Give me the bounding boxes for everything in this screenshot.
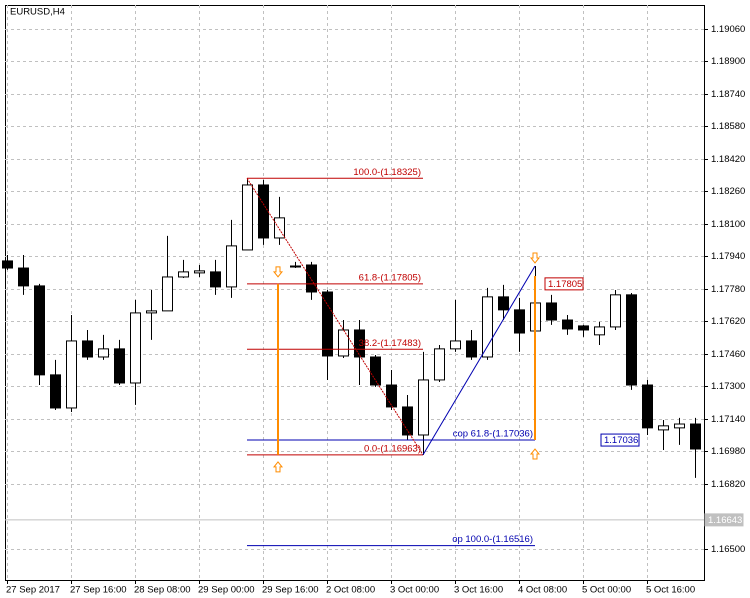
chart-title: EURUSD,H4 <box>10 7 65 18</box>
candle-body <box>450 340 461 350</box>
candle-body <box>402 406 413 436</box>
price-tag: 1.16643 <box>708 515 742 526</box>
y-tick-label: 1.17780 <box>711 284 745 295</box>
y-tick-label: 1.17620 <box>711 316 745 327</box>
projection-trend <box>422 265 536 456</box>
arrow-down <box>272 266 284 278</box>
y-tick-label: 1.17140 <box>711 414 745 425</box>
x-tick-label: 29 Sep 00:00 <box>198 585 255 596</box>
candle-body <box>418 379 429 436</box>
x-tick-label: 29 Sep 16:00 <box>262 585 319 596</box>
candle-body <box>18 267 29 287</box>
candle-body <box>514 309 525 334</box>
candle-body <box>114 348 125 384</box>
candle-body <box>178 271 189 278</box>
candle-body <box>546 302 557 321</box>
price-tag-box <box>544 277 584 291</box>
candle-body <box>562 319 573 330</box>
y-tick-label: 1.16820 <box>711 479 745 490</box>
y-tick-label: 1.17300 <box>711 381 745 392</box>
y-tick-label: 1.18580 <box>711 121 745 132</box>
candle-body <box>82 340 93 358</box>
y-tick-label: 1.19060 <box>711 24 745 35</box>
candle-body <box>162 276 173 312</box>
candle-body <box>306 264 317 293</box>
x-tick-label: 27 Sep 16:00 <box>70 585 127 596</box>
candle-body <box>354 329 365 358</box>
candle-body <box>626 294 637 386</box>
candle-body <box>98 348 109 358</box>
x-tick-label: 5 Oct 16:00 <box>646 585 695 596</box>
price-tag-box <box>600 433 640 447</box>
y-tick-label: 1.18900 <box>711 56 745 67</box>
y-tick-label: 1.16980 <box>711 446 745 457</box>
x-tick-label: 28 Sep 08:00 <box>134 585 191 596</box>
candle-body <box>274 217 285 239</box>
price-tag: 1.17036 <box>604 435 638 446</box>
candle-body <box>338 329 349 357</box>
x-tick-label: 27 Sep 2017 <box>6 585 60 596</box>
price-tag-box <box>704 513 744 527</box>
candle-body <box>258 184 269 239</box>
price-tag: 1.17805 <box>548 279 582 290</box>
arrow-up <box>272 461 284 473</box>
level-label: 100.0-(1.18325) <box>353 167 421 178</box>
candle-body <box>66 340 77 409</box>
candle-body <box>610 294 621 328</box>
candle-body <box>594 326 605 336</box>
fib-trend <box>246 177 424 456</box>
arrow-down <box>529 252 541 264</box>
candle-body <box>578 325 589 331</box>
x-tick-label: 3 Oct 16:00 <box>454 585 503 596</box>
candle-body <box>482 296 493 358</box>
y-tick-label: 1.18100 <box>711 219 745 230</box>
candle-body <box>194 270 205 274</box>
candle-body <box>210 271 221 288</box>
x-tick-label: 4 Oct 08:00 <box>518 585 567 596</box>
y-tick-label: 1.17940 <box>711 251 745 262</box>
level-label: 38.2-(1.17483) <box>359 338 421 349</box>
candle-body <box>498 296 509 311</box>
candle-body <box>50 374 61 409</box>
y-tick-label: 1.17460 <box>711 349 745 360</box>
x-tick-label: 5 Oct 00:00 <box>582 585 631 596</box>
candle-body <box>130 312 141 384</box>
y-tick-label: 1.18260 <box>711 186 745 197</box>
candle-body <box>370 356 381 386</box>
x-tick-label: 2 Oct 08:00 <box>326 585 375 596</box>
plot-frame <box>5 5 705 581</box>
candle-body <box>34 285 45 376</box>
candle-body <box>434 348 445 381</box>
y-tick-label: 1.18740 <box>711 89 745 100</box>
candle-body <box>242 184 253 251</box>
level-label: op 100.0-(1.16516) <box>452 534 533 545</box>
level-label: 61.8-(1.17805) <box>359 272 421 283</box>
candle-body <box>146 310 157 314</box>
level-label: 0.0-(1.16963) <box>364 443 421 454</box>
candle-body <box>466 340 477 358</box>
candle-body <box>290 265 301 268</box>
candle-body <box>658 425 669 431</box>
candle-body <box>386 384 397 408</box>
x-tick-label: 3 Oct 00:00 <box>390 585 439 596</box>
candle-body <box>674 423 685 429</box>
candle-body <box>642 384 653 429</box>
y-tick-label: 1.18420 <box>711 154 745 165</box>
candle-body <box>226 245 237 288</box>
candle-body <box>2 260 13 269</box>
y-tick-label: 1.16500 <box>711 544 745 555</box>
level-label: cop 61.8-(1.17036) <box>453 429 533 440</box>
candle-body <box>322 291 333 357</box>
candle-body <box>690 423 701 450</box>
arrow-up <box>529 448 541 460</box>
